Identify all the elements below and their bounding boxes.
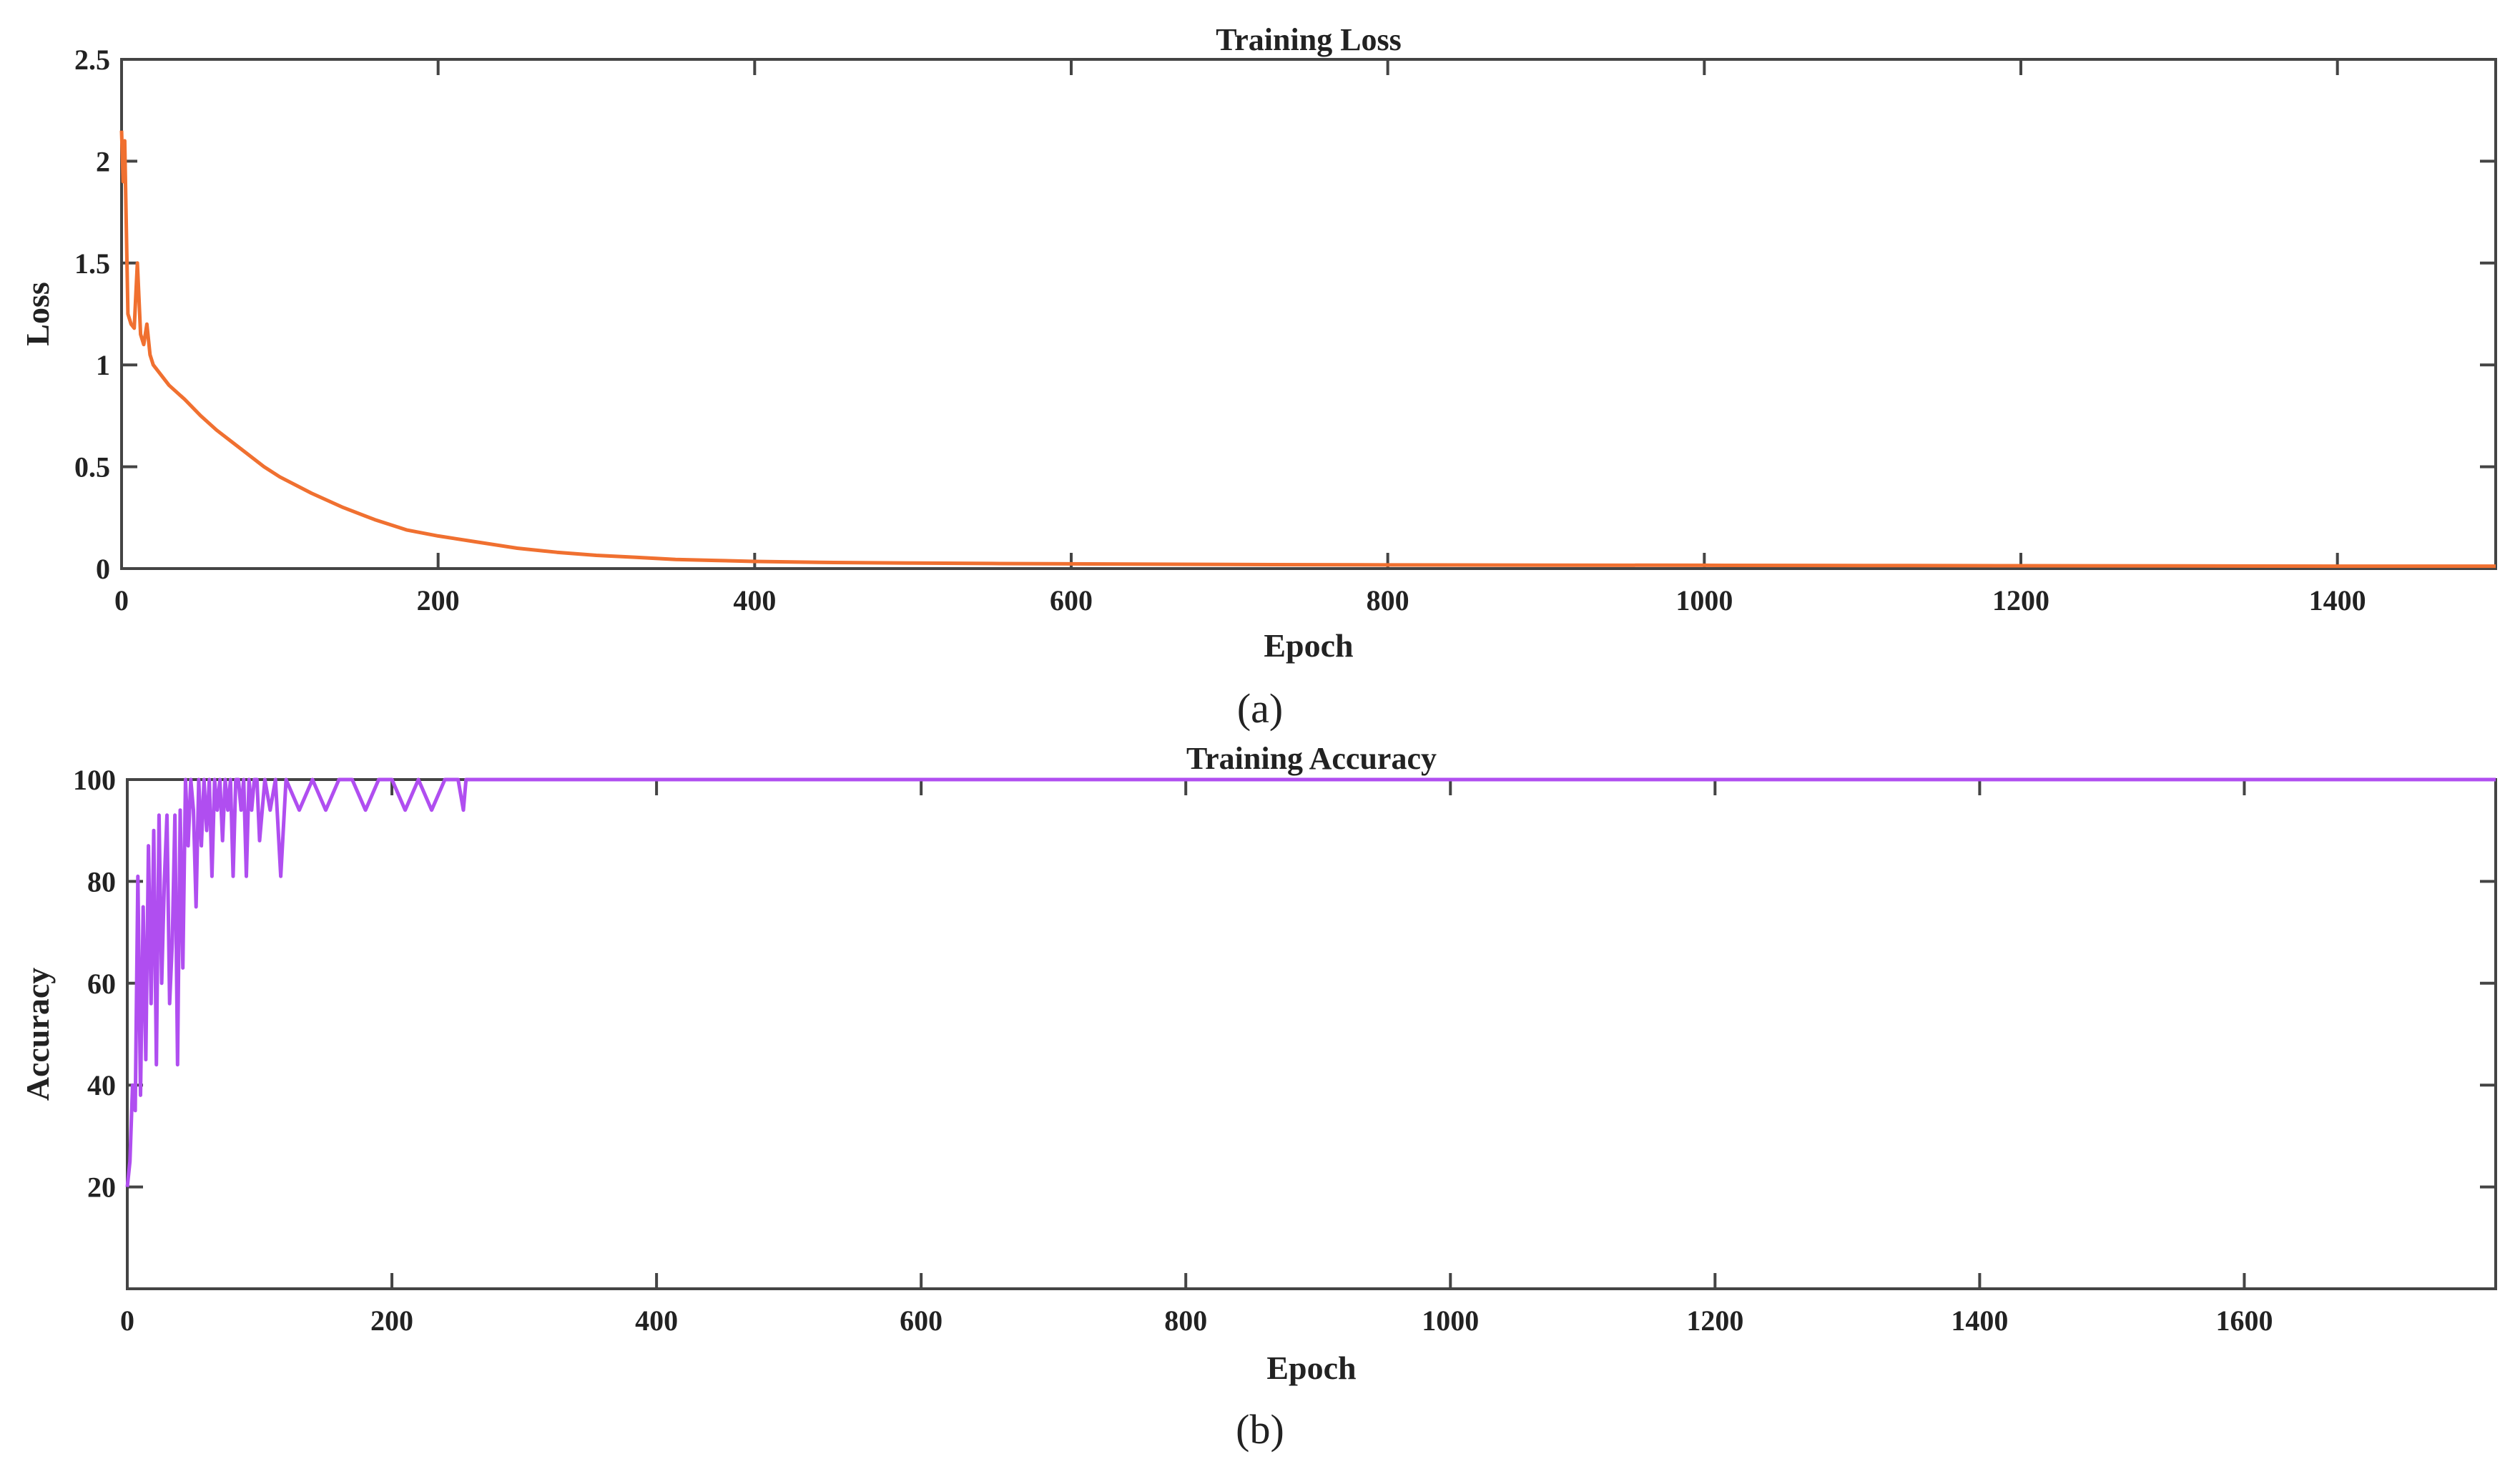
accuracy-x-tick-label: 600: [900, 1305, 942, 1337]
accuracy-y-tick-label: 20: [87, 1171, 116, 1204]
accuracy-x-tick-label: 400: [635, 1305, 678, 1337]
accuracy-x-tick-label: 1400: [1951, 1305, 2008, 1337]
loss-chart-title: Training Loss: [1216, 22, 1402, 57]
loss-x-tick-label: 1200: [1992, 584, 2049, 616]
accuracy-ticks: 0 200 400 600 800 1000 1200 1400 1600 20 40 60 80 100: [73, 764, 2496, 1337]
loss-y-tick-label: 2.5: [74, 44, 110, 76]
loss-x-tick-label: 800: [1367, 584, 1409, 616]
accuracy-x-tick-label: 1200: [1686, 1305, 1743, 1337]
loss-series-line: [119, 130, 2496, 569]
accuracy-y-axis-label: Accuracy: [19, 968, 56, 1101]
accuracy-chart: 0 200 400 600 800 1000 1200 1400 1600 20 40 60 80 100…: [19, 741, 2497, 1453]
accuracy-x-tick-label: 1600: [2215, 1305, 2273, 1337]
accuracy-x-tick-label: 800: [1164, 1305, 1207, 1337]
loss-panel-caption: (a): [1237, 685, 1283, 732]
loss-y-tick-label: 1.5: [74, 247, 110, 280]
loss-x-tick-label: 1000: [1675, 584, 1733, 616]
loss-x-axis-label: Epoch: [1264, 627, 1353, 664]
accuracy-x-tick-label: 0: [120, 1305, 134, 1337]
accuracy-y-tick-label: 60: [87, 968, 116, 1000]
loss-y-tick-label: 0: [96, 553, 110, 585]
accuracy-plot-frame: [126, 778, 2497, 1290]
loss-y-axis-label: Loss: [19, 282, 56, 345]
accuracy-y-tick-label: 40: [87, 1069, 116, 1101]
accuracy-y-tick-label: 80: [87, 865, 116, 898]
accuracy-x-tick-label: 200: [370, 1305, 413, 1337]
loss-x-tick-label: 200: [417, 584, 460, 616]
loss-ticks: 0 200 400 600 800 1000 1200 1400 0 0.5 1 1.5 2 2.5: [74, 44, 2496, 616]
loss-plot-frame: [120, 58, 2497, 570]
accuracy-panel-caption: (b): [1236, 1406, 1284, 1453]
accuracy-chart-title: Training Accuracy: [1186, 741, 1437, 776]
accuracy-x-tick-label: 1000: [1422, 1305, 1479, 1337]
loss-y-tick-label: 1: [96, 349, 110, 381]
accuracy-y-tick-label: 100: [73, 764, 116, 796]
loss-chart: 0 200 400 600 800 1000 1200 1400 0 0.5 1 1.5 2 2.5 Tr…: [19, 22, 2497, 732]
loss-y-tick-label: 0.5: [74, 451, 110, 483]
loss-y-tick-label: 2: [96, 145, 110, 177]
accuracy-x-axis-label: Epoch: [1266, 1350, 1356, 1386]
accuracy-series-line: [125, 777, 2496, 1187]
loss-x-tick-label: 1400: [2309, 584, 2366, 616]
loss-x-tick-label: 400: [733, 584, 776, 616]
loss-x-tick-label: 0: [114, 584, 129, 616]
loss-x-tick-label: 600: [1050, 584, 1093, 616]
